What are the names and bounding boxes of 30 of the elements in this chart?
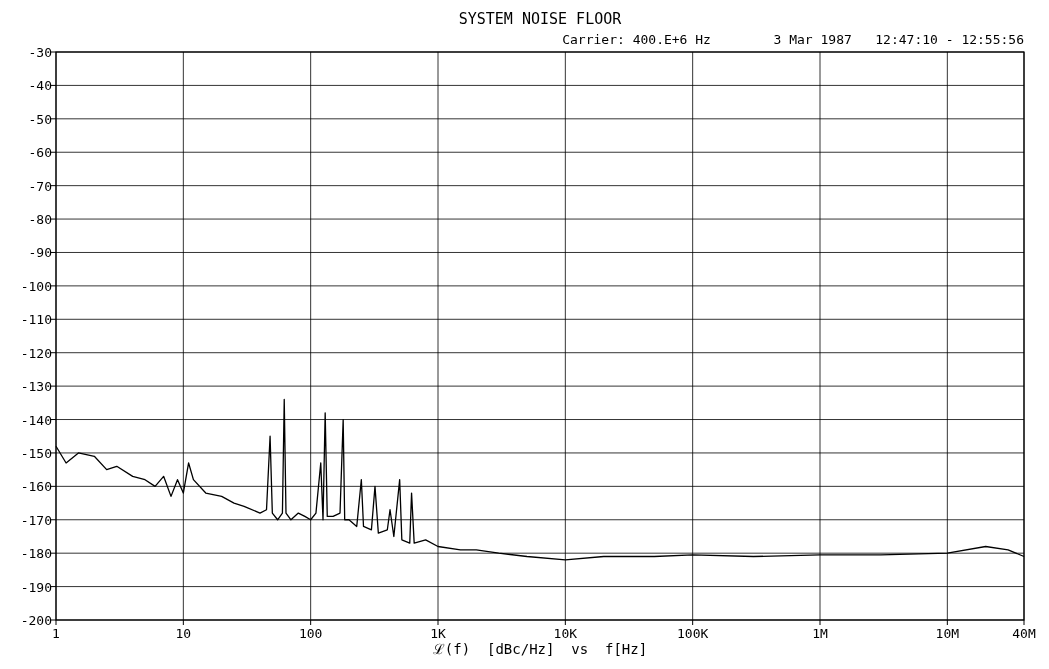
y-tick-label: -180 bbox=[20, 546, 52, 562]
chart-subtitle: Carrier: 400.E+6 Hz 3 Mar 1987 12:47:10 - 12:55:56 bbox=[562, 32, 1024, 47]
x-tick-label: 1M bbox=[812, 626, 828, 641]
y-tick-label: -70 bbox=[28, 178, 52, 194]
y-tick-label: -110 bbox=[20, 312, 52, 328]
y-tick-label: -140 bbox=[20, 412, 52, 428]
y-tick-label: -150 bbox=[20, 445, 52, 461]
x-tick-label: 10K bbox=[553, 626, 578, 641]
chart-title: SYSTEM NOISE FLOOR bbox=[458, 10, 623, 28]
y-tick-label: -190 bbox=[20, 579, 52, 595]
x-axis-title: ℒ(f) [dBc/Hz] vs f[Hz] bbox=[432, 641, 648, 657]
x-tick-label: 1K bbox=[430, 626, 446, 641]
x-tick-label: 100 bbox=[298, 626, 323, 641]
x-tick-label: 40M bbox=[1012, 626, 1036, 641]
x-tick-label: 1 bbox=[52, 626, 60, 641]
y-tick-label: -80 bbox=[28, 212, 52, 228]
x-tick-label: 10 bbox=[175, 626, 192, 641]
y-tick-label: -90 bbox=[28, 245, 52, 261]
y-tick-label: -30 bbox=[28, 45, 52, 60]
y-tick-label: -60 bbox=[28, 145, 52, 161]
y-tick-label: -170 bbox=[20, 512, 52, 528]
y-tick-label: -100 bbox=[20, 278, 52, 294]
y-tick-label: -40 bbox=[28, 78, 52, 94]
y-tick-label: -120 bbox=[20, 345, 52, 361]
y-tick-label: -50 bbox=[28, 111, 52, 127]
x-tick-label: 10M bbox=[935, 626, 960, 641]
x-tick-label: 100K bbox=[677, 626, 709, 641]
y-tick-label: -160 bbox=[20, 479, 52, 495]
y-tick-label: -200 bbox=[20, 613, 52, 628]
y-tick-label: -130 bbox=[20, 379, 52, 395]
